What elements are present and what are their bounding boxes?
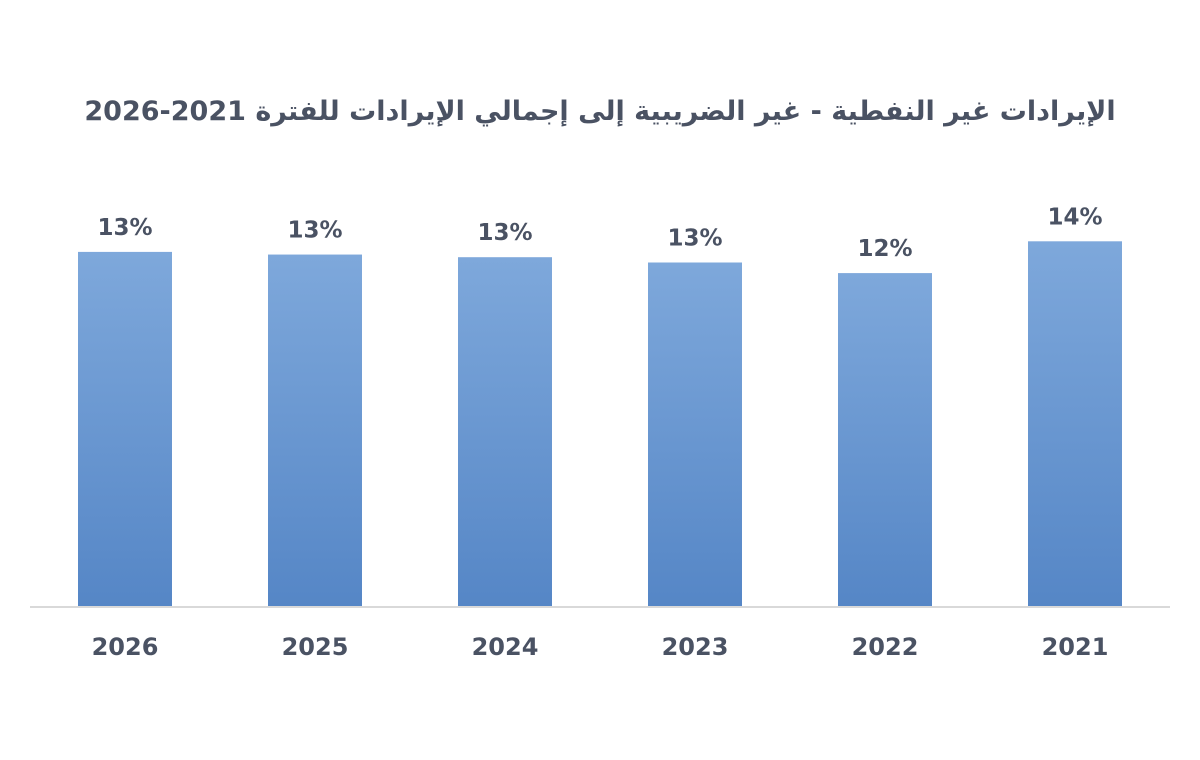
bar-2026 (78, 251, 172, 607)
x-tick-label-2025: 2025 (282, 633, 349, 661)
data-label-2021: 14% (1047, 204, 1102, 230)
bar-2022 (838, 273, 932, 607)
x-axis-ticks: 2026 2025 2024 2023 2022 2021 (92, 633, 1109, 661)
chart-title: الإيرادات غير النفطية - غير الضريبية إلى… (84, 96, 1116, 127)
data-label-2026: 13% (97, 215, 152, 241)
x-tick-label-2022: 2022 (852, 633, 919, 661)
data-labels: 13% 13% 13% 13% 12% 14% (97, 204, 1102, 262)
x-tick-label-2026: 2026 (92, 633, 159, 661)
bar-2025 (268, 254, 362, 608)
data-label-2023: 13% (667, 226, 722, 252)
bars (78, 241, 1122, 608)
x-tick-label-2023: 2023 (662, 633, 729, 661)
data-label-2025: 13% (287, 218, 342, 244)
bar-2023 (648, 262, 742, 607)
data-label-2022: 12% (857, 236, 912, 262)
x-tick-label-2024: 2024 (472, 633, 539, 661)
bar-2021 (1028, 241, 1122, 608)
bar-2024 (458, 257, 552, 607)
data-label-2024: 13% (477, 220, 532, 246)
x-tick-label-2021: 2021 (1042, 633, 1109, 661)
